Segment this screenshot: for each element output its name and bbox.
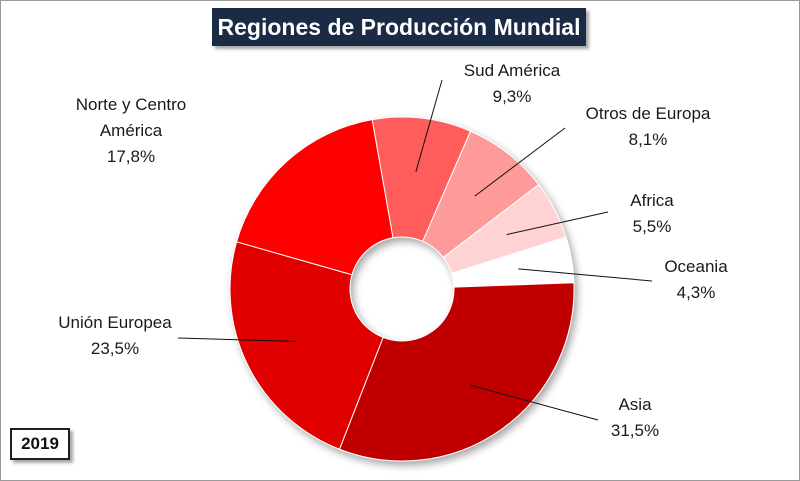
slice-asia [338,282,575,462]
slice-value-label: 9,3% [493,87,532,106]
leader-line-otros-de-europa [474,127,566,197]
slice-name-label: América [100,121,163,140]
slice-label-union-europea: Unión Europea 23,5% [58,313,172,358]
slice-label-norte-y-centro-america: Norte y Centro América 17,8% [76,95,187,166]
slice-union-europea [229,241,384,450]
leader-line-asia [470,384,599,421]
slice-value-label: 17,8% [107,147,155,166]
year-badge: 2019 [10,428,70,460]
leader-line-sud-america [415,79,443,172]
slice-name-label: Africa [630,191,674,210]
slice-name-label: Norte y Centro [76,95,187,114]
slice-name-label: Sud América [464,61,561,80]
chart-title: Regiones de Producción Mundial [212,8,586,46]
leader-line-africa [506,211,609,236]
slice-value-label: 5,5% [633,217,672,236]
slice-value-label: 31,5% [611,421,659,440]
slice-label-oceania: Oceania 4,3% [664,257,728,302]
slice-label-asia: Asia 31,5% [611,395,659,440]
slice-name-label: Otros de Europa [586,104,711,123]
slice-label-sud-america: Sud América 9,3% [464,61,561,106]
leader-line-oceania [518,268,653,282]
slice-name-label: Asia [618,395,652,414]
slice-label-africa: Africa 5,5% [630,191,674,236]
slice-value-label: 4,3% [677,283,716,302]
slice-label-otros-de-europa: Otros de Europa 8,1% [586,104,711,149]
slice-norte-y-centro-america [235,119,394,276]
slice-name-label: Oceania [664,257,728,276]
leader-line-union-europea [177,337,297,342]
slice-value-label: 23,5% [91,339,139,358]
slice-value-label: 8,1% [629,130,668,149]
slice-name-label: Unión Europea [58,313,172,332]
